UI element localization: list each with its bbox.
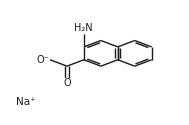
Text: H₂N: H₂N xyxy=(74,24,92,34)
Text: O: O xyxy=(63,78,71,88)
Text: O⁻: O⁻ xyxy=(36,55,49,65)
Text: Na⁺: Na⁺ xyxy=(16,97,36,107)
